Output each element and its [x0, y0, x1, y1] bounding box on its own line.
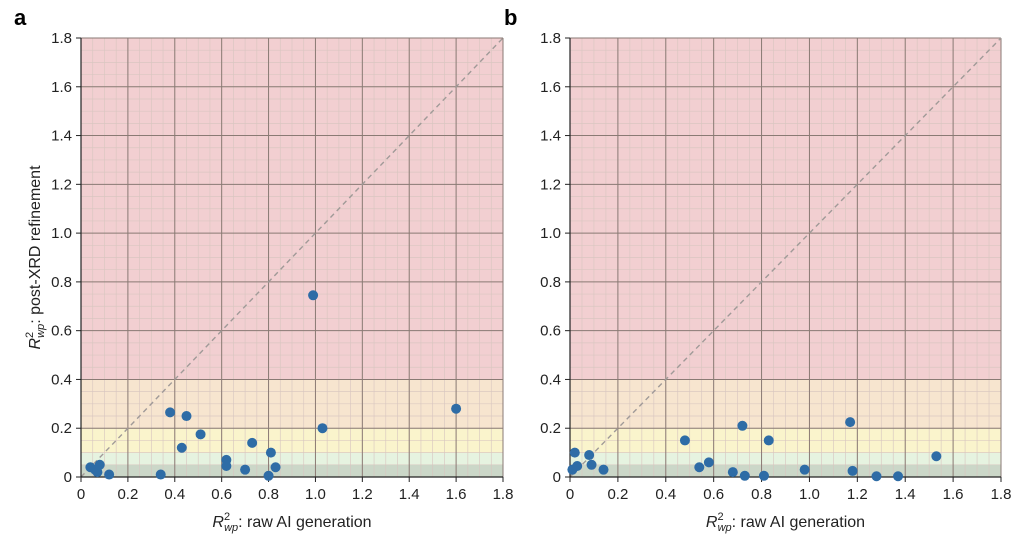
- y-tick-label: 1.8: [51, 30, 72, 47]
- x-tick-label: 1.6: [446, 486, 467, 503]
- x-axis-label-symbol: R: [212, 514, 224, 531]
- data-point: [598, 464, 609, 475]
- x-tick-label: 0.6: [703, 486, 724, 503]
- panel-a: 0 0.2 0.4 0.6 0.8 1.0 1.2 1.4 1.6 1.8 0 0.2 0.4 0.6 0.…: [14, 5, 513, 534]
- x-axis-label: R2 wp: raw AI generation: [212, 511, 371, 534]
- x-tick-label: 0.2: [117, 486, 138, 503]
- y-tick-label: 0.8: [540, 274, 561, 291]
- x-tick-label: 1.0: [305, 486, 326, 503]
- x-axis-label-sub: wp: [224, 522, 238, 534]
- data-point: [263, 470, 274, 481]
- y-tick-label: 0.2: [51, 420, 72, 437]
- y-tick-label: 1.0: [51, 225, 72, 242]
- data-point: [181, 411, 192, 422]
- x-axis-label-sup: 2: [717, 511, 723, 523]
- y-axis-label: R2wp: post-XRD refinement: [24, 165, 47, 350]
- x-tick-label: 1.4: [895, 486, 916, 503]
- data-point: [165, 407, 176, 418]
- x-tick-label: 1.6: [943, 486, 964, 503]
- x-axis-label-text: : raw AI generation: [732, 514, 865, 531]
- y-tick-label: 1.2: [540, 176, 561, 193]
- x-tick-label: 0.4: [655, 486, 676, 503]
- x-tick-label: 0.2: [607, 486, 628, 503]
- y-tick-label: 1.6: [540, 79, 561, 96]
- y-tick-label: 0: [64, 469, 72, 486]
- data-point: [270, 462, 281, 473]
- data-points: [567, 417, 942, 482]
- data-point: [308, 290, 319, 301]
- identity-line: [80, 37, 504, 478]
- data-point: [758, 470, 769, 481]
- y-tick-label: 0.6: [51, 323, 72, 340]
- x-axis-label-sub: wp: [718, 522, 732, 534]
- data-point: [679, 435, 690, 446]
- data-point: [195, 429, 206, 440]
- x-axis-label-sup: 2: [224, 511, 230, 523]
- x-tick-label: 1.8: [493, 486, 514, 503]
- data-point: [799, 464, 810, 475]
- data-point: [586, 459, 597, 470]
- data-point: [739, 470, 750, 481]
- y-tick-label: 0.8: [51, 274, 72, 291]
- panel-b: 0 0.2 0.4 0.6 0.8 1.0 1.2 1.4 1.6 1.8 0 0.2 0.4 0.6 0.…: [504, 5, 1011, 534]
- y-tick-label: 0.4: [51, 371, 72, 388]
- y-tick-label: 0: [553, 469, 561, 486]
- data-point: [265, 447, 276, 458]
- data-point: [240, 464, 251, 475]
- x-tick-label: 1.2: [847, 486, 868, 503]
- x-axis-label: R2 wp: raw AI generation: [706, 511, 865, 534]
- data-point: [317, 423, 328, 434]
- data-point: [845, 417, 856, 428]
- y-tick-label: 0.2: [540, 420, 561, 437]
- x-axis-label-text: : raw AI generation: [238, 514, 371, 531]
- data-point: [871, 471, 882, 482]
- x-tick-label: 1.2: [352, 486, 373, 503]
- y-tick-label: 0.6: [540, 323, 561, 340]
- data-point: [221, 461, 232, 472]
- data-point: [572, 461, 583, 472]
- x-tick-label: 0.8: [751, 486, 772, 503]
- y-tick-label: 1.4: [540, 128, 561, 145]
- data-point: [104, 469, 115, 480]
- x-tick-label: 0.6: [211, 486, 232, 503]
- x-tick-label: 1.4: [399, 486, 420, 503]
- y-axis-label-symbol: R: [27, 338, 44, 350]
- x-tick-label: 0.8: [258, 486, 279, 503]
- data-point: [451, 403, 462, 414]
- data-point: [727, 467, 738, 478]
- x-tick-label: 1.8: [991, 486, 1012, 503]
- x-tick-label: 0: [77, 486, 85, 503]
- panel-label: a: [14, 5, 27, 30]
- identity-line: [569, 37, 1002, 478]
- y-tick-label: 0.4: [540, 371, 561, 388]
- y-tick-label: 1.6: [51, 79, 72, 96]
- y-tick-label: 1.8: [540, 30, 561, 47]
- data-point: [931, 451, 942, 462]
- panel-label: b: [504, 5, 517, 30]
- x-tick-label: 0: [566, 486, 574, 503]
- y-axis-label-sup: 2: [24, 332, 36, 338]
- x-axis-label-symbol: R: [706, 514, 718, 531]
- y-tick-label: 1.0: [540, 225, 561, 242]
- data-point: [247, 437, 258, 448]
- data-point: [94, 459, 105, 470]
- data-point: [155, 469, 166, 480]
- data-point: [694, 462, 705, 473]
- data-point: [893, 471, 904, 482]
- y-tick-label: 1.4: [51, 128, 72, 145]
- y-axis-label-sub: wp: [35, 324, 47, 338]
- data-point: [703, 457, 714, 468]
- data-point: [584, 450, 595, 461]
- data-point: [737, 420, 748, 431]
- data-point: [847, 465, 858, 476]
- data-point: [569, 447, 580, 458]
- y-tick-label: 1.2: [51, 176, 72, 193]
- data-point: [763, 435, 774, 446]
- y-axis-label-text: : post-XRD refinement: [27, 165, 44, 324]
- x-tick-label: 0.4: [164, 486, 185, 503]
- x-tick-label: 1.0: [799, 486, 820, 503]
- data-point: [176, 442, 187, 453]
- data-points: [85, 290, 462, 481]
